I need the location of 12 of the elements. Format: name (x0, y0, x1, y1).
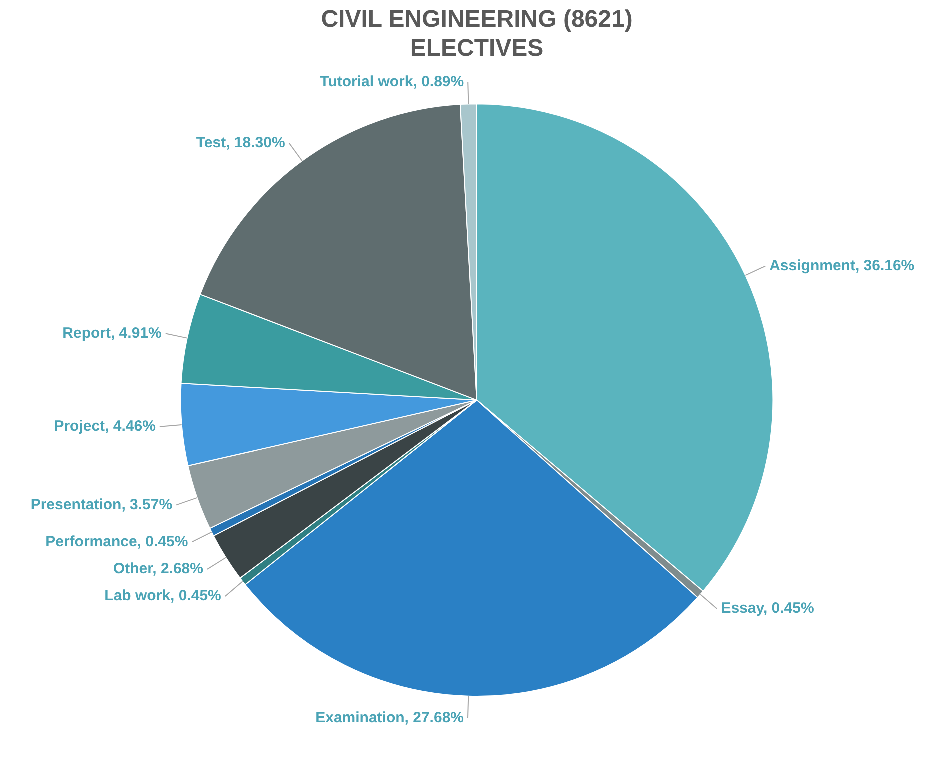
slice-label: Test, 18.30% (196, 134, 286, 152)
slice-label: Project, 4.46% (54, 418, 156, 435)
chart-title: CIVIL ENGINEERING (8621) ELECTIVES (321, 6, 633, 62)
slice-label: Essay, 0.45% (721, 600, 814, 618)
slice-label: Other, 2.68% (113, 560, 204, 578)
slice-label: Performance, 0.45% (46, 533, 188, 550)
slice-label: Presentation, 3.57% (30, 496, 173, 514)
slice-label: Examination, 27.68% (316, 710, 464, 727)
slice-label: Assignment, 36.16% (770, 257, 915, 274)
slice-label: Lab work, 0.45% (104, 588, 222, 605)
slice-label: Tutorial work, 0.89% (320, 73, 464, 90)
slice-label: Report, 4.91% (62, 324, 162, 342)
